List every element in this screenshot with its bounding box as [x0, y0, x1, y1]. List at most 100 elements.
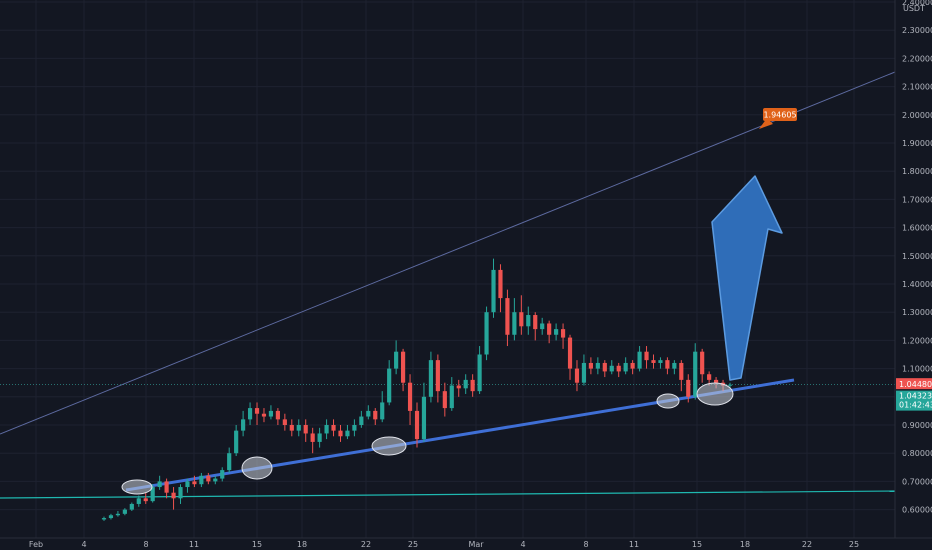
candle-body — [651, 360, 656, 363]
candle-body — [289, 425, 294, 431]
candle-body — [686, 379, 691, 397]
candle-body — [387, 368, 392, 403]
candle-body — [185, 481, 190, 488]
candle-countdown-label: 01:42:43 — [899, 401, 932, 410]
candle-body — [700, 351, 705, 375]
target-price-badge[interactable] — [763, 108, 797, 121]
price-tick-label: 1.80000 — [902, 167, 932, 176]
time-tick-label: Mar — [468, 540, 484, 549]
time-tick-label: 18 — [297, 540, 307, 549]
candle-body — [707, 374, 712, 380]
price-tick-label: 2.30000 — [902, 26, 932, 35]
touch-point-marker[interactable] — [371, 436, 407, 456]
time-tick-label: 22 — [361, 540, 371, 549]
candle-body — [157, 481, 162, 488]
candle-body — [178, 487, 183, 499]
touch-point-marker[interactable] — [121, 479, 153, 495]
candle-body — [574, 368, 580, 383]
candle-body — [199, 475, 204, 485]
candle-body — [268, 410, 274, 417]
candle-body — [560, 329, 566, 338]
candle-body — [623, 362, 628, 372]
candle-body — [428, 360, 433, 397]
candle-body — [665, 360, 670, 369]
up-arrow-icon[interactable] — [711, 175, 783, 381]
candle-body — [672, 362, 677, 369]
support-line[interactable] — [0, 490, 896, 499]
candle-body — [394, 351, 399, 369]
price-axis-background — [895, 0, 932, 550]
price-tick-label: 1.40000 — [902, 280, 932, 289]
candle-body — [227, 453, 232, 471]
time-tick-label: 15 — [692, 540, 702, 549]
time-tick-label: 25 — [408, 540, 418, 549]
candle-body — [449, 385, 454, 409]
candle-body — [554, 329, 559, 335]
time-tick-label: 4 — [520, 540, 525, 549]
candle-body — [658, 360, 663, 363]
candle-body — [373, 410, 378, 420]
candle-body — [714, 379, 719, 383]
price-axis[interactable]: 2.40000 2.30000 2.20000 2.10000 2.00000 1.900… — [894, 0, 932, 550]
candle-body — [359, 416, 364, 425]
candle-body — [588, 362, 593, 369]
upper-channel-line[interactable] — [0, 71, 896, 435]
candle-body — [366, 410, 371, 417]
time-tick-label: 11 — [629, 540, 639, 549]
candle-body — [331, 425, 336, 431]
candle-body — [380, 402, 385, 420]
price-tag-upper-label: 1.04480 — [899, 380, 932, 389]
candle-body — [122, 509, 127, 514]
candle-body — [129, 503, 134, 510]
time-tick-label: 25 — [849, 540, 859, 549]
candle-body — [505, 298, 510, 335]
candle-body — [616, 365, 621, 372]
time-tick-label: 4 — [81, 540, 86, 549]
candle-body — [338, 430, 343, 437]
candle-body — [526, 315, 531, 327]
price-tick-label: 0.70000 — [902, 477, 932, 486]
candle-body — [261, 413, 267, 417]
annotation-layer[interactable]: 1.94605 — [121, 108, 797, 495]
candle-body — [317, 433, 322, 442]
candle-body — [345, 430, 350, 437]
candle-body — [421, 396, 427, 440]
price-tick-label: 1.10000 — [902, 365, 932, 374]
candle-body — [567, 337, 573, 369]
price-tick-label: 0.90000 — [902, 421, 932, 430]
price-tick-label: 2.40000 — [902, 0, 932, 7]
candle-body — [310, 433, 315, 442]
candle-body — [220, 470, 225, 479]
candle-body — [136, 498, 141, 504]
candle-body — [470, 379, 475, 392]
time-axis[interactable]: Feb 4 8 11 15 18 22 25 Mar 4 8 11 15 18 22 25 — [0, 537, 932, 549]
candle-body — [241, 419, 246, 431]
candle-body — [206, 475, 211, 482]
touch-point-marker[interactable] — [696, 382, 734, 406]
touch-point-marker[interactable] — [656, 393, 680, 409]
touch-point-marker[interactable] — [241, 456, 273, 480]
candle-body — [679, 362, 684, 380]
ascending-trendline[interactable] — [125, 378, 795, 492]
candle-body — [213, 478, 218, 482]
candle-body — [282, 419, 287, 425]
candle-body — [275, 410, 280, 420]
candle-body — [303, 425, 308, 434]
candle-body — [637, 351, 642, 369]
candle-body — [602, 362, 607, 372]
candle-body — [540, 323, 545, 330]
candle-body — [164, 481, 169, 493]
candle-body — [435, 360, 440, 392]
price-tick-label: 0.60000 — [902, 506, 932, 515]
candle-body — [108, 515, 114, 519]
candle-body — [442, 391, 447, 409]
candle-body — [727, 384, 733, 386]
current-price-label: 1.04323 — [899, 392, 932, 401]
candle-body — [484, 312, 489, 355]
candle-body — [101, 518, 107, 520]
price-tick-label: 2.20000 — [902, 54, 932, 63]
drawing-layer[interactable] — [0, 71, 896, 499]
candle-body — [115, 513, 120, 516]
